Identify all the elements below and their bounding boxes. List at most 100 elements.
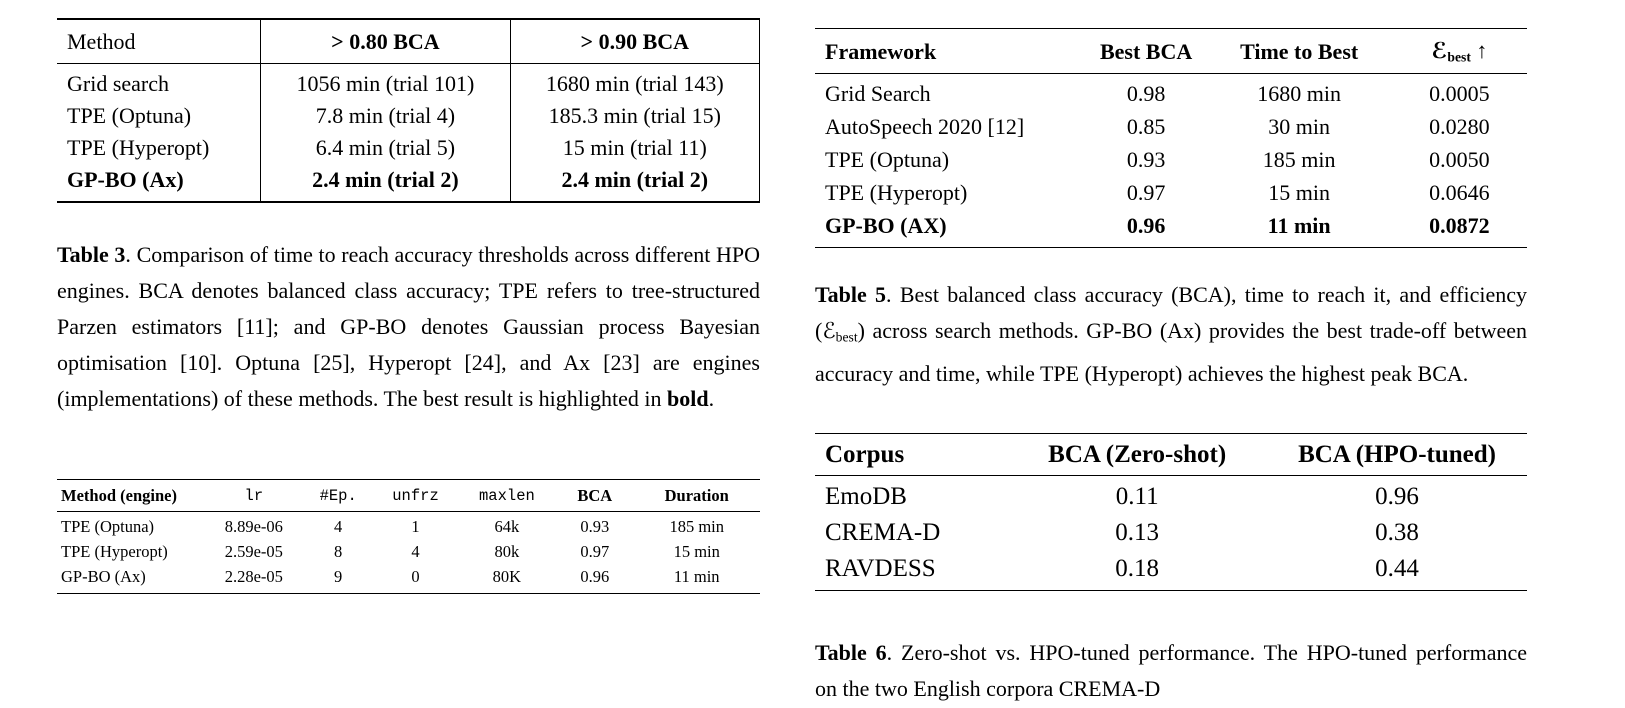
caption-label: Table 3 [57,242,126,267]
col-header-bca-hpo-tuned: BCA (HPO-tuned) [1267,433,1527,476]
table-5: Framework Best BCA Time to Best ℰbest ↑ … [815,28,1527,249]
table-6: Corpus BCA (Zero-shot) BCA (HPO-tuned) E… [815,432,1527,591]
col-header-unfrz: unfrz [373,479,458,512]
cell: 0.93 [580,517,610,536]
caption-label: Table 6 [815,639,887,665]
col-header-epochs: #Ep. [303,479,374,512]
col-header-bca: BCA [556,479,634,512]
cell: 4 [411,542,420,561]
cell: 2.59e-05 [224,542,283,561]
cell: TPE (Optuna) [825,147,950,173]
table-row-best: GP-BO (AX) 0.96 11 min 0.0872 [815,210,1527,248]
cell: TPE (Hyperopt) [61,542,168,561]
cell: 0.97 [580,542,610,561]
cell: 0.93 [1126,147,1166,173]
table-row: TPE (Hyperopt) 6.4 min (trial 5) 15 min … [57,132,761,164]
subscript-best: best [835,329,858,345]
cell: TPE (Hyperopt) [825,180,968,206]
cell: 0.96 [580,567,610,586]
cell: 0.96 [1375,482,1419,510]
up-arrow-icon: ↑ [1476,38,1488,63]
col-header-time-to-best: Time to Best [1206,28,1392,75]
cell: 15 min [1268,180,1331,206]
table-6-header-row: Corpus BCA (Zero-shot) BCA (HPO-tuned) [815,433,1527,476]
caption-period: . [708,386,715,411]
cell: 0.0050 [1429,147,1490,173]
col-header-maxlen: maxlen [457,479,557,512]
cell: 0.0646 [1429,180,1490,206]
col-header-method: Method [57,19,261,64]
cell: 2.4 min (trial 2) [260,164,511,202]
col-header-framework: Framework [815,28,1086,75]
cell: 0.44 [1375,554,1419,582]
col-header-best-bca: Best BCA [1085,28,1207,75]
table-row: EmoDB 0.11 0.96 [815,475,1527,515]
cell: Grid search [67,71,170,96]
cell: 8.89e-06 [224,517,283,536]
cell: 64k [494,517,520,536]
table-row: TPE (Optuna) 0.93 185 min 0.0050 [815,144,1527,177]
cell: AutoSpeech 2020 [12] [825,114,1025,140]
cell: 1680 min [1257,81,1342,107]
cell: 1056 min (trial 101) [260,63,511,100]
cell: 0.0005 [1429,81,1490,107]
cell: GP-BO (Ax) [67,167,184,192]
subscript-best: best [1447,49,1471,65]
cell: GP-BO (Ax) [61,567,146,586]
cell: 80k [494,542,520,561]
table-row: TPE (Hyperopt) 2.59e-05 8 4 80k 0.97 15 … [57,540,760,565]
caption-text: ) across search methods. GP-BO (Ax) prov… [815,318,1527,386]
cell: CREMA-D [825,518,941,546]
caption-bold-word: bold [667,386,709,411]
col-header-bca-zero-shot: BCA (Zero-shot) [1007,433,1268,476]
table-row: Grid Search 0.98 1680 min 0.0005 [815,74,1527,111]
cell: 15 min (trial 11) [509,132,761,164]
cell: 185 min [669,517,724,536]
cell: 9 [334,567,343,586]
caption-text: . Comparison of time to reach accuracy t… [57,242,760,411]
table-5-header-row: Framework Best BCA Time to Best ℰbest ↑ [815,28,1527,75]
table-4: Method (engine) lr #Ep. unfrz maxlen BCA… [57,479,760,594]
table-3-caption: Table 3. Comparison of time to reach acc… [57,237,760,417]
cell: 80K [492,567,522,586]
cell: TPE (Optuna) [67,103,192,128]
cell: 0.85 [1126,114,1166,140]
script-e-symbol: ℰ [822,319,836,345]
col-header-duration: Duration [633,479,760,512]
cell: 0.38 [1375,518,1419,546]
col-header-090-bca: > 0.90 BCA [509,19,761,64]
cell: 11 min [1267,213,1331,239]
cell: 0.13 [1115,518,1160,546]
caption-text: . Best balanced class accuracy (BCA), ti… [815,282,1527,344]
cell: 30 min [1268,114,1331,140]
table-row: Grid search 1056 min (trial 101) 1680 mi… [57,63,761,100]
table-3-header-row: Method > 0.80 BCA > 0.90 BCA [57,19,761,64]
cell: 2.28e-05 [224,567,283,586]
col-header-lr: lr [204,479,304,512]
table-row: RAVDESS 0.18 0.44 [815,551,1527,591]
cell: EmoDB [825,482,907,510]
col-header-corpus: Corpus [815,433,1008,476]
cell: 0.98 [1126,81,1166,107]
table-3: Method > 0.80 BCA > 0.90 BCA Grid search… [57,18,761,203]
table-row: CREMA-D 0.13 0.38 [815,515,1527,551]
right-column: Framework Best BCA Time to Best ℰbest ↑ … [815,18,1527,707]
table-row: TPE (Hyperopt) 0.97 15 min 0.0646 [815,177,1527,210]
cell: GP-BO (AX) [825,213,947,239]
cell: 11 min [673,567,720,586]
cell: 2.4 min (trial 2) [509,164,761,202]
cell: Grid Search [825,81,931,107]
cell: 0.11 [1115,482,1159,510]
cell: 0.96 [1126,213,1166,239]
table-5-wrapper: Framework Best BCA Time to Best ℰbest ↑ … [815,28,1527,249]
table-4-wrapper: Method (engine) lr #Ep. unfrz maxlen BCA… [57,479,760,594]
cell: 6.4 min (trial 5) [260,132,511,164]
cell: 7.8 min (trial 4) [260,100,511,132]
table-row: TPE (Optuna) 8.89e-06 4 1 64k 0.93 185 m… [57,512,760,540]
cell: 1680 min (trial 143) [509,63,761,100]
caption-text: . Zero-shot vs. HPO-tuned performance. T… [815,639,1527,701]
cell: 0.97 [1126,180,1166,206]
table-6-caption: Table 6. Zero-shot vs. HPO-tuned perform… [815,635,1527,707]
cell: 1 [411,517,420,536]
